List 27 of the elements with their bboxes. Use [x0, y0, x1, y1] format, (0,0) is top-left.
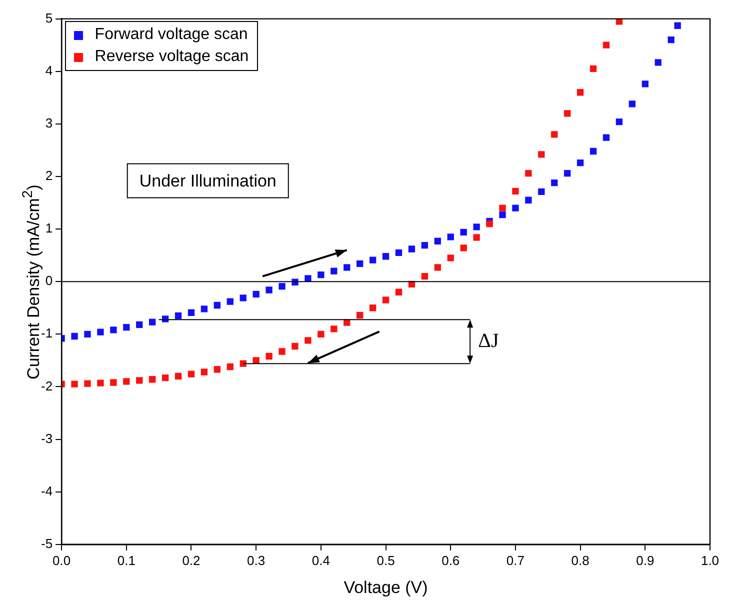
legend-label: Forward voltage scan: [94, 25, 248, 46]
y-tick-label: -3: [40, 430, 53, 446]
y-tick-label: -2: [40, 378, 53, 394]
annotation: ΔJ: [478, 330, 499, 352]
x-tick-label: 0.8: [571, 552, 590, 568]
y-tick-label: 2: [45, 168, 53, 184]
y-tick-label: 3: [45, 116, 53, 130]
x-axis-title: Voltage (V): [342, 578, 429, 598]
x-tick-label: 0.3: [247, 552, 266, 568]
legend-label: Reverse voltage scan: [94, 47, 249, 68]
y-tick-label: -5: [40, 536, 53, 551]
y-tick-label: 1: [45, 220, 53, 236]
y-tick-label: -4: [40, 483, 53, 498]
x-tick-label: 0.0: [52, 552, 71, 568]
y-tick-label: -1: [40, 326, 53, 341]
y-tick-label: 5: [45, 10, 53, 26]
y-tick-label: 4: [45, 62, 53, 78]
x-tick-label: 0.1: [117, 552, 136, 568]
annotation: Under Illumination: [139, 171, 276, 190]
x-tick-label: 0.4: [312, 552, 330, 568]
x-tick-label: 1.0: [700, 552, 720, 568]
y-tick-label: 0: [45, 273, 53, 288]
x-tick-label: 0.9: [636, 552, 654, 568]
x-tick-label: 0.7: [506, 552, 525, 568]
x-tick-label: 0.2: [182, 552, 200, 568]
x-tick-label: 0.5: [376, 552, 395, 568]
x-tick-label: 0.6: [442, 552, 460, 568]
